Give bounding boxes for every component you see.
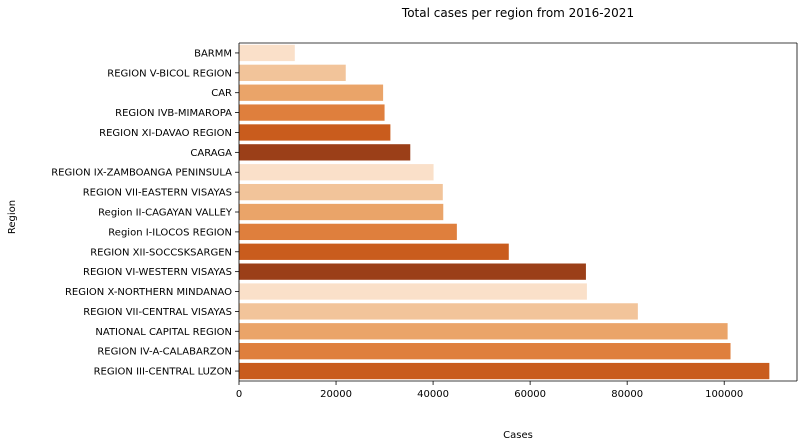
x-tick-label: 80000: [611, 389, 643, 400]
bar: [239, 203, 444, 221]
bar: [239, 164, 434, 181]
y-tick-label: REGION IX-ZAMBOANGA PENINSULA: [51, 168, 232, 179]
x-tick-label: 0: [236, 389, 242, 400]
y-tick-label: REGION XI-DAVAO REGION: [99, 128, 232, 139]
bar: [239, 303, 638, 320]
y-tick-label: REGION IVB-MIMAROPA: [115, 108, 232, 119]
y-tick-label: Region I-ILOCOS REGION: [108, 227, 232, 238]
x-tick-label: 100000: [705, 389, 743, 400]
chart-title: Total cases per region from 2016-2021: [401, 6, 634, 20]
bar: [239, 283, 587, 300]
x-tick-label: 20000: [320, 389, 352, 400]
y-tick-label: NATIONAL CAPITAL REGION: [95, 327, 232, 338]
x-tick-label: 40000: [417, 389, 449, 400]
y-tick-label: Region II-CAGAYAN VALLEY: [98, 208, 233, 219]
bar: [239, 44, 295, 62]
y-tick-label: REGION VII-EASTERN VISAYAS: [83, 188, 232, 199]
bars-group: [239, 44, 770, 380]
y-tick-label: REGION X-NORTHERN MINDANAO: [65, 287, 232, 298]
y-tick-labels: BARMM REGION V-BICOL REGION CAR REGION IVB-…: [51, 48, 239, 378]
bar: [239, 223, 457, 241]
y-tick-label: REGION III-CENTRAL LUZON: [94, 367, 232, 378]
y-tick-label: REGION V-BICOL REGION: [107, 68, 232, 79]
bar: [239, 64, 346, 81]
bar: [239, 144, 411, 161]
y-tick-label: REGION XII-SOCCSKSARGEN: [90, 247, 232, 258]
y-tick-label: CAR: [211, 88, 232, 99]
bar: [239, 323, 728, 340]
x-axis-title: Cases: [503, 430, 533, 441]
bar: [239, 362, 770, 380]
x-tick-label: 60000: [514, 389, 546, 400]
x-tick-labels: 0 20000 40000 60000 80000 100000: [236, 381, 743, 400]
bar: [239, 84, 384, 101]
bar: [239, 243, 509, 260]
bar: [239, 263, 586, 280]
y-tick-label: REGION VI-WESTERN VISAYAS: [83, 267, 232, 278]
y-tick-label: REGION IV-A-CALABARZON: [97, 347, 232, 358]
y-tick-label: CARAGA: [190, 148, 232, 159]
bar: [239, 124, 391, 141]
y-tick-label: REGION VII-CENTRAL VISAYAS: [83, 307, 232, 318]
bar: [239, 343, 731, 360]
bar: [239, 104, 385, 121]
y-tick-label: BARMM: [194, 48, 232, 59]
y-axis-title: Region: [7, 200, 18, 234]
bar: [239, 183, 443, 201]
